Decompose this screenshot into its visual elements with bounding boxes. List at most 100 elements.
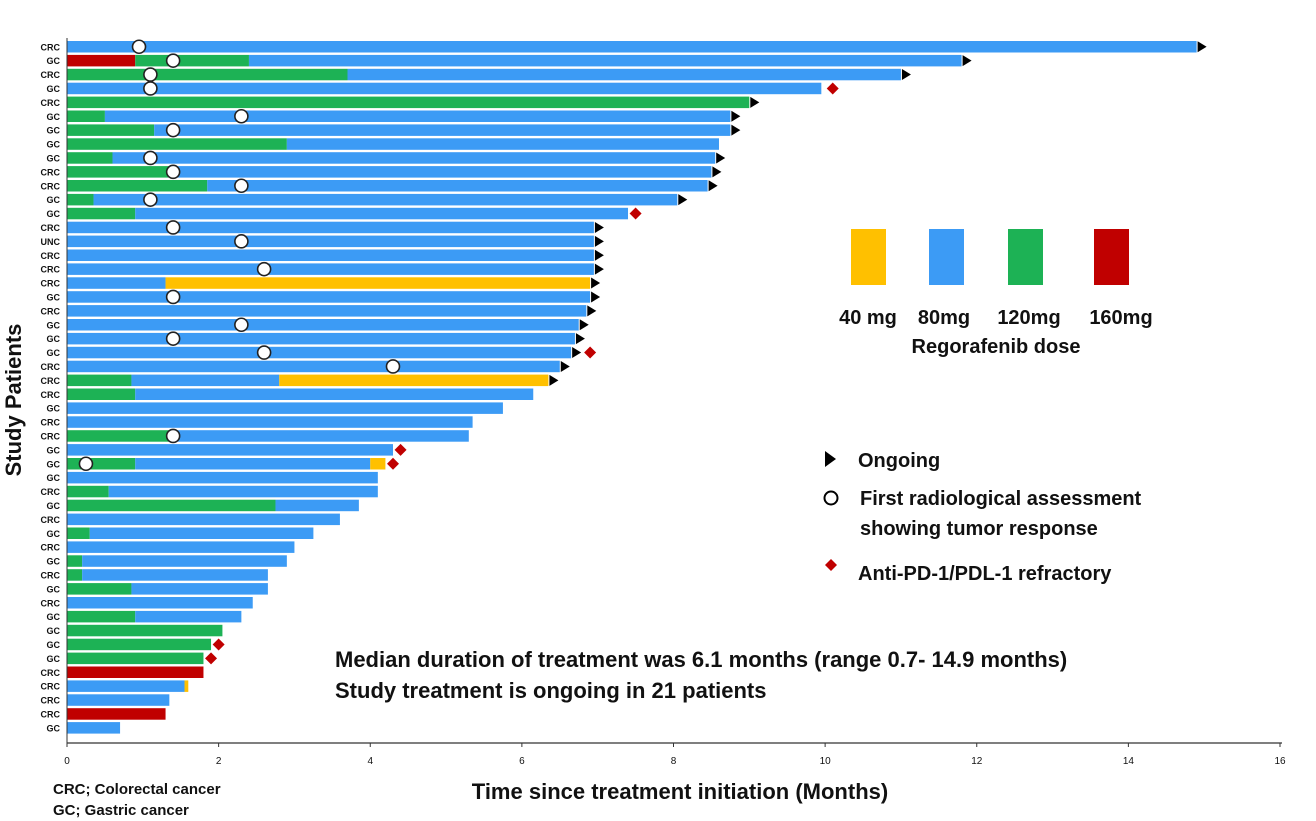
x-tick-label: 14 bbox=[1123, 756, 1135, 767]
dose-segment bbox=[370, 458, 386, 470]
dose-swatch-160mg bbox=[1094, 229, 1129, 285]
patient-row bbox=[67, 249, 604, 261]
ongoing-arrow bbox=[587, 305, 597, 317]
dose-segment bbox=[286, 138, 719, 150]
patient-label: CRC bbox=[41, 696, 61, 706]
patient-row bbox=[67, 192, 688, 207]
patient-label: GC bbox=[47, 612, 61, 622]
response-circle bbox=[143, 192, 158, 207]
dose-segment bbox=[67, 207, 136, 220]
dose-segment bbox=[67, 555, 83, 567]
patient-label: GC bbox=[47, 140, 61, 150]
dose-segment bbox=[67, 638, 212, 651]
patient-label: CRC bbox=[41, 306, 61, 316]
response-circle bbox=[165, 164, 181, 180]
ongoing-arrow bbox=[708, 180, 718, 192]
x-tick-label: 0 bbox=[64, 756, 70, 767]
patient-row bbox=[67, 527, 314, 539]
patient-label: GC bbox=[47, 56, 61, 66]
patient-label: GC bbox=[47, 153, 61, 163]
patient-label: CRC bbox=[41, 709, 61, 719]
ongoing-arrow bbox=[594, 235, 604, 247]
patient-label: GC bbox=[47, 654, 61, 664]
x-tick-label: 10 bbox=[820, 756, 832, 767]
patient-row bbox=[67, 428, 469, 444]
ongoing-arrow bbox=[716, 152, 726, 164]
response-circle bbox=[234, 108, 249, 124]
patient-label: GC bbox=[47, 626, 61, 636]
patient-row bbox=[67, 402, 503, 414]
dose-segment bbox=[67, 68, 348, 81]
dose-segment bbox=[67, 54, 136, 67]
dose-segment bbox=[279, 374, 549, 387]
patient-row bbox=[67, 652, 218, 665]
x-tick-label: 4 bbox=[367, 756, 373, 767]
response-circle bbox=[234, 317, 249, 333]
response-circle bbox=[256, 345, 272, 360]
dose-label-40mg: 40 mg bbox=[839, 307, 897, 329]
patient-row bbox=[67, 150, 726, 166]
dose-segment bbox=[135, 54, 249, 67]
patient-label: GC bbox=[47, 501, 61, 511]
dose-segment bbox=[67, 374, 132, 387]
dose-segment bbox=[67, 388, 136, 400]
dose-segment bbox=[67, 569, 83, 581]
dose-segment bbox=[67, 444, 393, 456]
patient-label: GC bbox=[47, 320, 61, 330]
response-circle bbox=[234, 234, 249, 249]
dose-segment bbox=[67, 666, 204, 678]
ongoing-arrow bbox=[731, 124, 741, 136]
x-axis-ticks: 0 2 4 6 8 10 12 14 16 bbox=[64, 743, 1286, 767]
ongoing-arrow bbox=[579, 319, 589, 331]
dose-segment bbox=[67, 166, 174, 178]
response-circle bbox=[78, 456, 94, 472]
dose-segment bbox=[112, 152, 716, 164]
patient-label: CRC bbox=[41, 362, 61, 372]
dose-segment bbox=[89, 527, 314, 539]
patient-label: GC bbox=[47, 459, 61, 469]
dose-segment bbox=[67, 513, 340, 526]
ongoing-arrow bbox=[594, 249, 604, 261]
response-circle bbox=[143, 81, 158, 96]
patient-row bbox=[67, 708, 166, 720]
patient-row bbox=[67, 597, 253, 609]
ongoing-arrow-icon bbox=[825, 451, 836, 467]
dose-segment bbox=[67, 96, 750, 109]
dose-segment bbox=[184, 680, 189, 692]
patient-row bbox=[67, 234, 604, 249]
response-circle bbox=[256, 261, 272, 277]
patient-row bbox=[67, 513, 340, 526]
refractory-diamond-icon bbox=[825, 559, 837, 571]
patient-row bbox=[67, 138, 719, 150]
abbrev-crc: CRC; Colorectal cancer bbox=[53, 781, 221, 798]
patient-row bbox=[67, 305, 597, 317]
ongoing-arrow bbox=[750, 96, 760, 108]
response-circle bbox=[165, 122, 181, 138]
dose-segment bbox=[67, 610, 136, 623]
dose-segment bbox=[275, 499, 359, 512]
patient-row bbox=[67, 694, 170, 706]
ongoing-arrow bbox=[1197, 41, 1207, 53]
patient-row bbox=[67, 374, 559, 387]
dose-segment bbox=[67, 249, 594, 261]
response-circle bbox=[165, 53, 181, 68]
legend-ongoing-label: Ongoing bbox=[858, 450, 940, 472]
patient-row bbox=[67, 555, 287, 567]
patient-label: CRC bbox=[41, 70, 61, 80]
dose-segment bbox=[67, 346, 572, 359]
dose-segment bbox=[67, 541, 295, 553]
patient-row bbox=[67, 638, 225, 651]
patient-row bbox=[67, 456, 399, 472]
patient-row bbox=[67, 345, 597, 360]
patient-label: GC bbox=[47, 334, 61, 344]
legend-refractory-label: Anti-PD-1/PDL-1 refractory bbox=[858, 563, 1112, 585]
patient-row bbox=[67, 96, 760, 109]
patient-row bbox=[67, 541, 295, 553]
patient-row bbox=[67, 499, 359, 512]
patient-row bbox=[67, 624, 223, 637]
patient-row bbox=[67, 207, 642, 220]
patient-label: GC bbox=[47, 529, 61, 539]
dose-label-160mg: 160mg bbox=[1089, 307, 1152, 329]
patient-label: UNC bbox=[41, 237, 61, 247]
